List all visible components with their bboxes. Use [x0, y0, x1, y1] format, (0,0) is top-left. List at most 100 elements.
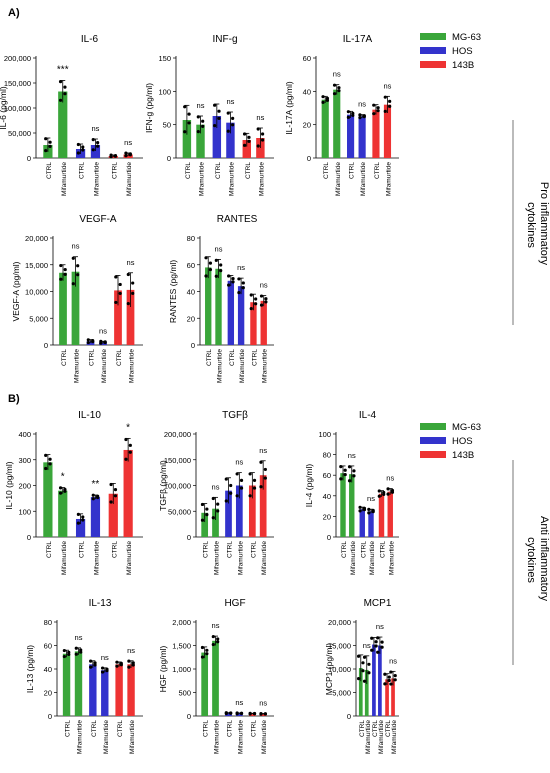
data-point: [127, 665, 131, 669]
data-point: [352, 469, 356, 473]
significance-mark: ns: [215, 244, 223, 253]
panel-b-label: B): [8, 393, 20, 405]
data-point: [382, 492, 386, 496]
data-point: [76, 512, 80, 516]
x-tick-label: Mifamurtide: [129, 349, 136, 383]
data-point: [358, 113, 362, 117]
chart-title: IL-6: [81, 34, 99, 45]
data-point: [358, 505, 362, 509]
data-point: [242, 143, 247, 147]
y-axis-label: IL-4 (pg/ml): [304, 464, 314, 508]
data-point: [380, 645, 384, 649]
bar: [358, 668, 363, 716]
y-tick-label: 60: [44, 642, 52, 651]
bar: [235, 713, 243, 716]
data-point: [383, 109, 387, 113]
x-tick-label: CTRL: [206, 349, 213, 366]
data-point: [128, 153, 132, 157]
bar: [205, 267, 212, 345]
data-point: [211, 642, 215, 647]
x-tick-label: Mifamurtide: [101, 349, 108, 383]
chart-title: MCP1: [364, 598, 392, 609]
bar: [225, 713, 232, 716]
significance-mark: ns: [389, 656, 397, 665]
data-point: [388, 99, 392, 103]
data-point: [109, 153, 113, 157]
legend-swatch-hos-b: [420, 437, 446, 444]
data-point: [263, 712, 267, 716]
x-tick-label: Mifamurtide: [103, 720, 110, 754]
significance-mark: ns: [256, 113, 264, 122]
x-tick-label: Mifamurtide: [61, 162, 68, 196]
y-tick-label: 150,000: [164, 456, 191, 465]
data-point: [380, 640, 384, 644]
x-tick-label: CTRL: [227, 541, 234, 558]
y-axis-label: IL-10 (pg/ml): [4, 461, 14, 509]
bar: [340, 473, 346, 537]
bar: [90, 145, 101, 158]
data-point: [115, 660, 119, 664]
y-axis-label: IL-17A (pg/ml): [284, 81, 294, 135]
data-point: [339, 477, 343, 481]
data-point: [231, 123, 235, 127]
bar: [114, 290, 122, 345]
data-point: [74, 646, 78, 650]
x-tick-label: CTRL: [65, 720, 72, 737]
charts-layer: 0 50,000 100,000 150,000 200,000 IL-6 (pg/ml)…: [0, 34, 399, 754]
data-point: [113, 494, 118, 498]
x-tick-label: CTRL: [46, 541, 53, 558]
data-point: [264, 300, 268, 304]
data-point: [241, 286, 245, 290]
legend-panel-b: MG-63 HOS 143B: [420, 422, 481, 461]
bar: [368, 511, 374, 537]
data-point: [213, 124, 217, 128]
data-point: [114, 300, 118, 305]
data-point: [235, 711, 239, 715]
x-tick-label: Mifamurtide: [93, 541, 100, 575]
section-label-pro-line2: cytokines: [525, 202, 537, 248]
y-tick-label: 200: [18, 482, 31, 491]
data-point: [346, 115, 350, 119]
data-point: [367, 671, 371, 675]
data-point: [374, 640, 378, 644]
x-tick-label: Mifamurtide: [126, 162, 133, 196]
x-tick-label: Mifamurtide: [77, 720, 84, 754]
data-point: [388, 104, 392, 108]
data-point: [216, 502, 220, 506]
data-point: [346, 110, 350, 114]
data-point: [76, 151, 80, 155]
data-point: [376, 106, 380, 110]
data-point: [321, 95, 325, 99]
data-point: [109, 500, 113, 504]
significance-mark: ns: [348, 451, 356, 460]
data-point: [362, 508, 367, 512]
data-point: [219, 269, 223, 273]
data-point: [372, 103, 376, 107]
data-point: [216, 637, 220, 641]
data-point: [231, 277, 235, 281]
data-point: [259, 294, 264, 298]
x-tick-label: CTRL: [360, 541, 367, 558]
data-point: [227, 283, 231, 287]
y-tick-label: 150: [158, 54, 171, 63]
x-tick-label: CTRL: [349, 162, 356, 179]
significance-mark: ns: [259, 446, 267, 455]
data-point: [224, 477, 228, 481]
data-point: [229, 483, 233, 488]
data-point: [248, 711, 252, 715]
data-point: [71, 256, 75, 260]
data-point: [81, 145, 85, 149]
data-point: [367, 507, 371, 511]
significance-mark: ns: [237, 263, 245, 272]
significance-mark: ns: [386, 474, 394, 483]
significance-mark: ns: [384, 81, 392, 90]
data-point: [91, 497, 95, 501]
data-point: [386, 492, 390, 496]
section-label-anti-line1: Anti inflammatory: [538, 516, 550, 601]
data-point: [260, 138, 265, 142]
y-tick-label: 300: [18, 456, 31, 465]
bar: [358, 116, 366, 158]
data-point: [219, 263, 223, 267]
y-axis-label: MCP1 (pg/ml): [324, 643, 334, 696]
data-point: [124, 151, 128, 155]
